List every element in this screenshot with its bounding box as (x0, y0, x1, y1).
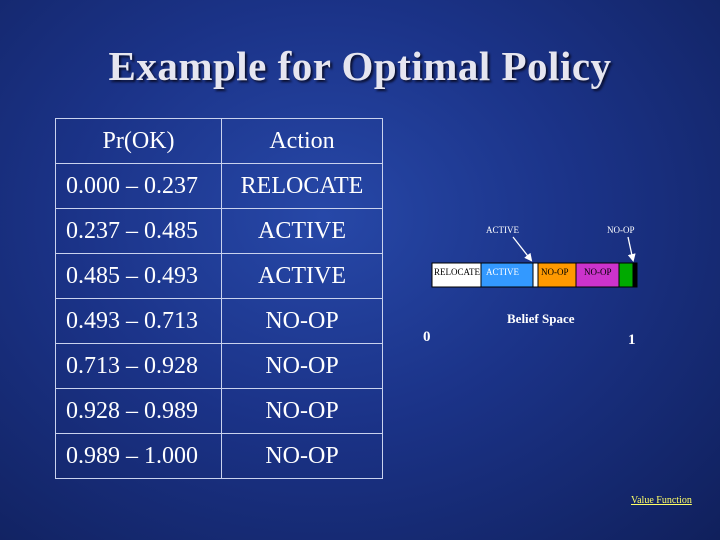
action-cell: NO-OP (221, 433, 383, 479)
callout-active: ACTIVE (486, 225, 519, 235)
table-row: 0.485 – 0.493 ACTIVE (55, 253, 383, 299)
segment-relocate (431, 262, 482, 288)
segment-noop-purple (575, 262, 620, 288)
table-header-row: Pr(OK) Action (55, 118, 383, 164)
segment-label-active: ACTIVE (486, 267, 519, 277)
segment-label-noop-2: NO-OP (584, 267, 612, 277)
range-cell: 0.493 – 0.713 (55, 298, 222, 344)
table-row: 0.493 – 0.713 NO-OP (55, 298, 383, 344)
table-row: 0.989 – 1.000 NO-OP (55, 433, 383, 479)
value-function-link[interactable]: Value Function (631, 495, 692, 506)
table-row: 0.928 – 0.989 NO-OP (55, 388, 383, 434)
header-action: Action (221, 118, 383, 164)
table-row: 0.713 – 0.928 NO-OP (55, 343, 383, 389)
segment-noop-black (632, 262, 638, 288)
slide-title: Example for Optimal Policy (108, 43, 612, 89)
segment-label-relocate: RELOCATE (434, 267, 481, 277)
policy-table: Pr(OK) Action 0.000 – 0.237 RELOCATE 0.2… (55, 118, 383, 479)
axis-start-label: 0 (423, 329, 431, 345)
range-cell: 0.713 – 0.928 (55, 343, 222, 389)
segment-noop-orange (537, 262, 577, 288)
range-cell: 0.000 – 0.237 (55, 163, 222, 209)
range-cell: 0.237 – 0.485 (55, 208, 222, 254)
range-cell: 0.485 – 0.493 (55, 253, 222, 299)
action-cell: ACTIVE (221, 253, 383, 299)
table-row: 0.237 – 0.485 ACTIVE (55, 208, 383, 254)
range-cell: 0.989 – 1.000 (55, 433, 222, 479)
belief-space-label: Belief Space (507, 311, 575, 326)
header-prok: Pr(OK) (55, 118, 222, 164)
segment-active-narrow (532, 262, 539, 288)
action-cell: NO-OP (221, 343, 383, 389)
action-cell: NO-OP (221, 388, 383, 434)
action-cell: RELOCATE (221, 163, 383, 209)
table-row: 0.000 – 0.237 RELOCATE (55, 163, 383, 209)
segment-label-noop-1: NO-OP (541, 267, 569, 277)
callout-noop: NO-OP (607, 225, 635, 235)
segment-active (480, 262, 534, 288)
callout-noop-arrow (627, 236, 636, 262)
range-cell: 0.928 – 0.989 (55, 388, 222, 434)
callout-active-arrow (512, 236, 533, 262)
action-cell: NO-OP (221, 298, 383, 344)
axis-end-label: 1 (628, 332, 636, 348)
action-cell: ACTIVE (221, 208, 383, 254)
segment-noop-green (618, 262, 634, 288)
